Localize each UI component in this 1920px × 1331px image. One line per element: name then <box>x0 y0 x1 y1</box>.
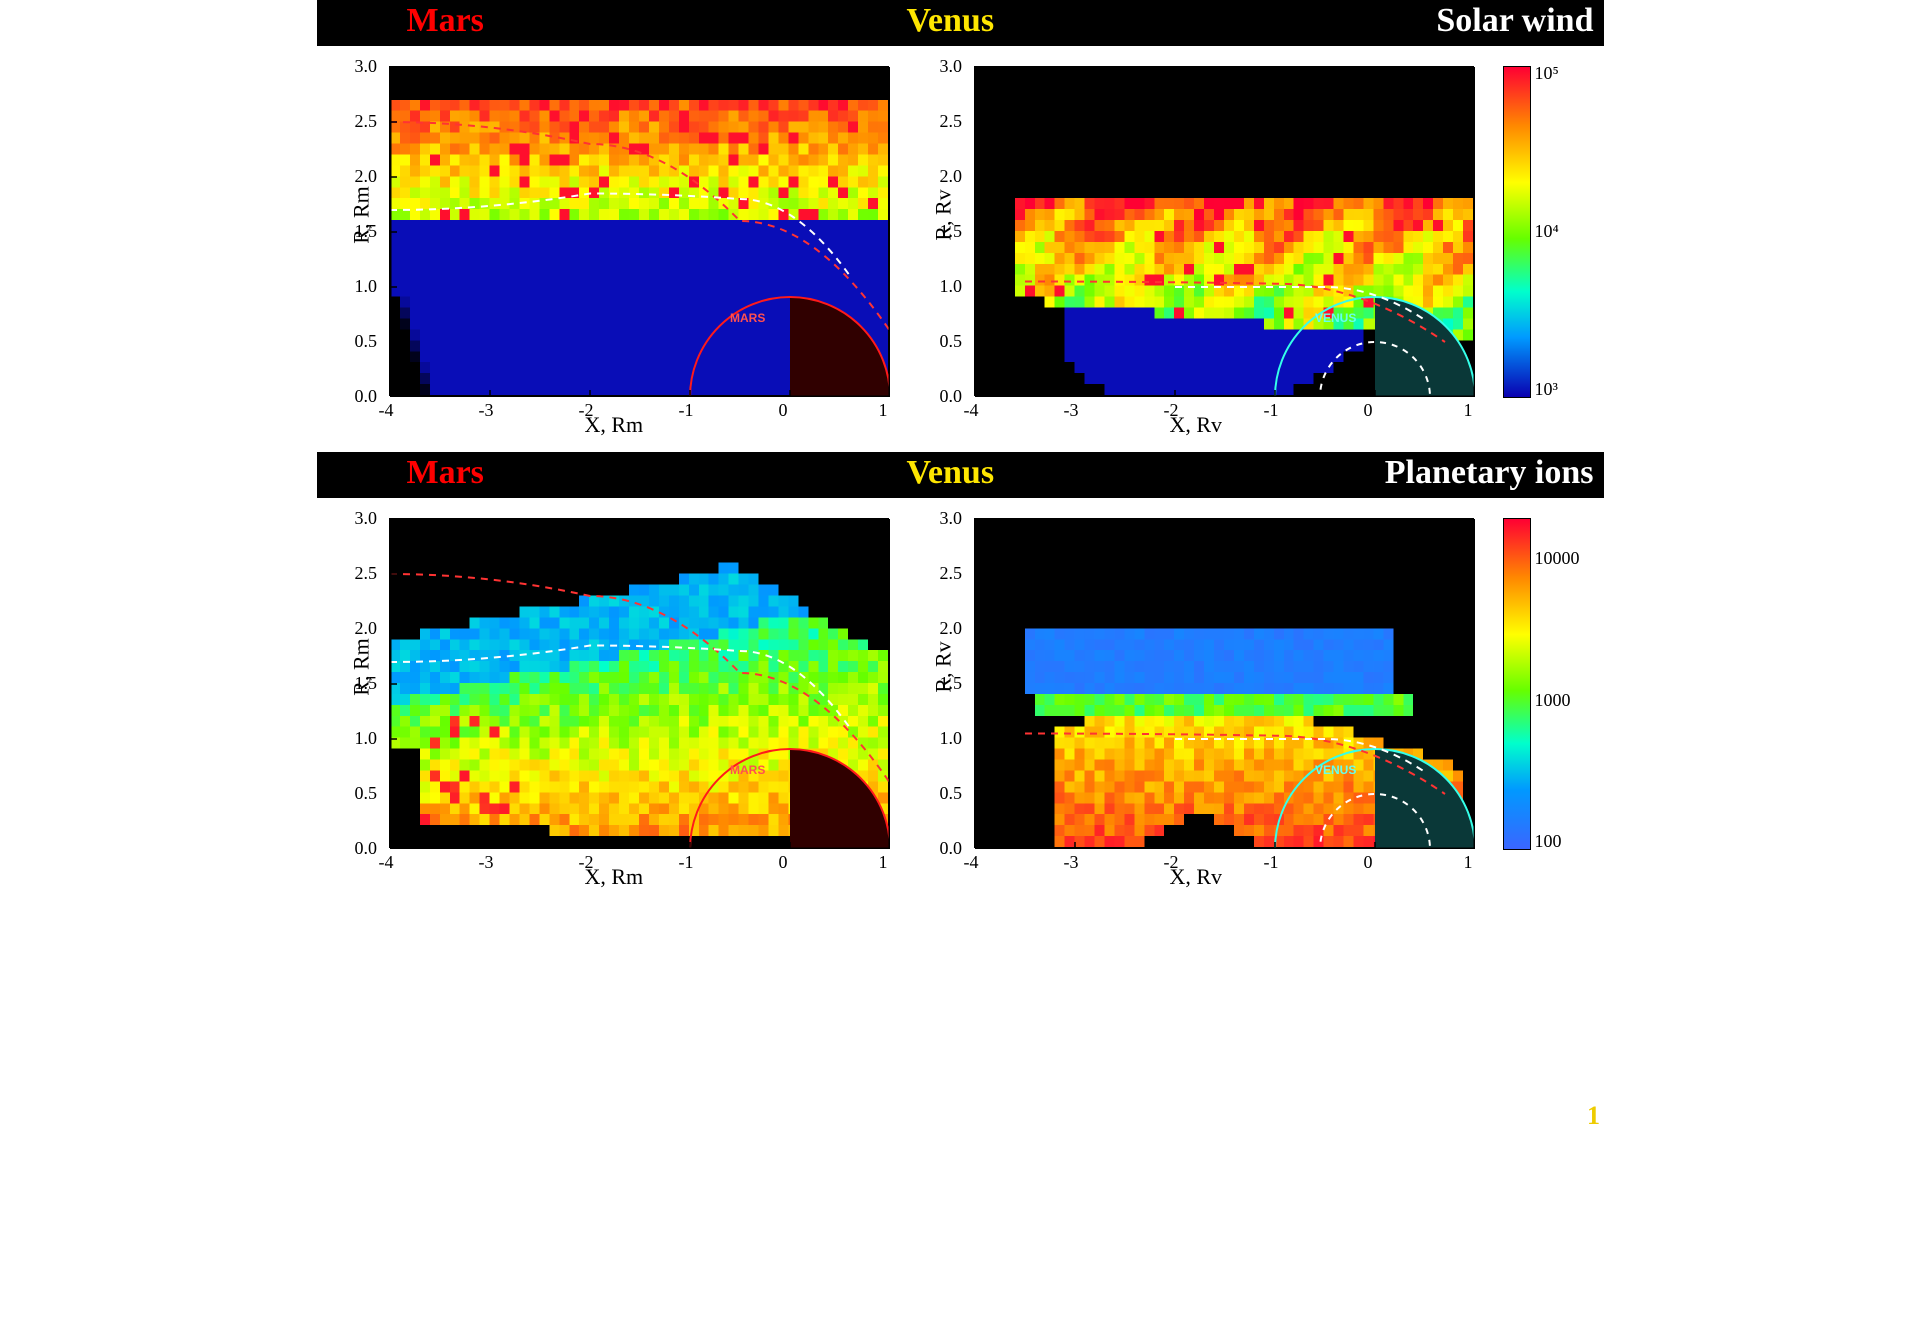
y-tick-label: 1.5 <box>940 221 963 242</box>
x-tick-label: 1 <box>1464 852 1473 873</box>
x-tick-label: -1 <box>679 400 694 421</box>
y-tick-label: 2.0 <box>355 166 378 187</box>
svg-text:MARS: MARS <box>730 763 765 777</box>
x-tick-label: 0 <box>779 400 788 421</box>
y-tick-label: 2.5 <box>940 111 963 132</box>
y-tick-label: 1.5 <box>940 673 963 694</box>
y-tick-label: 3.0 <box>355 508 378 529</box>
title-mars: Mars <box>407 454 484 492</box>
row-1: MarsVenusPlanetary ionsMARSR, RmX, Rm-4-… <box>317 452 1604 904</box>
x-tick-label: -4 <box>964 852 979 873</box>
colorbar-tick-label: 10000 <box>1535 548 1580 569</box>
y-tick-label: 0.5 <box>355 783 378 804</box>
x-tick-label: -2 <box>1164 400 1179 421</box>
y-tick-label: 1.0 <box>355 728 378 749</box>
x-tick-label: -4 <box>379 400 394 421</box>
y-tick-label: 0.0 <box>355 838 378 859</box>
svg-text:VENUS: VENUS <box>1315 311 1356 325</box>
x-tick-label: -4 <box>964 400 979 421</box>
overlay-svg: VENUS <box>975 519 1475 849</box>
colorbar: 10000 1000 100 <box>1495 504 1595 898</box>
imb-line <box>390 194 850 277</box>
y-tick-label: 2.5 <box>355 111 378 132</box>
colorbar-tick-label: 10³ <box>1535 379 1558 400</box>
row-type-label: Planetary ions <box>1385 454 1594 492</box>
chart-frame: VENUS <box>974 518 1474 848</box>
chart-panel-venus-ions: VENUSR, RvX, Rv-4-3-2-1010.00.51.01.52.0… <box>910 504 1485 898</box>
imb-line <box>390 646 850 729</box>
title-mars: Mars <box>407 2 484 40</box>
svg-text:MARS: MARS <box>730 311 765 325</box>
y-tick-label: 1.5 <box>355 673 378 694</box>
x-tick-label: -1 <box>1264 400 1279 421</box>
x-tick-label: 1 <box>879 400 888 421</box>
chart-panel-mars-ions: MARSR, RmX, Rm-4-3-2-1010.00.51.01.52.02… <box>325 504 900 898</box>
x-tick-label: 1 <box>879 852 888 873</box>
chart-frame: VENUS <box>974 66 1474 396</box>
row-0: MarsVenusSolar windMARSR, RmX, Rm-4-3-2-… <box>317 0 1604 452</box>
y-tick-label: 0.0 <box>940 386 963 407</box>
row-type-label: Solar wind <box>1436 2 1593 40</box>
row-header: Mars Venus Solar wind <box>317 0 1604 46</box>
x-tick-label: 0 <box>779 852 788 873</box>
y-tick-label: 1.0 <box>355 276 378 297</box>
x-tick-label: -1 <box>679 852 694 873</box>
overlay-svg: MARS <box>390 519 890 849</box>
figure: MarsVenusSolar windMARSR, RmX, Rm-4-3-2-… <box>317 0 1604 904</box>
chart-panel-mars-solarwind: MARSR, RmX, Rm-4-3-2-1010.00.51.01.52.02… <box>325 52 900 446</box>
y-tick-label: 0.5 <box>940 783 963 804</box>
overlay-svg: MARS <box>390 67 890 397</box>
colorbar-tick-label: 1000 <box>1535 690 1571 711</box>
x-tick-label: -3 <box>479 852 494 873</box>
chart-frame: MARS <box>389 518 889 848</box>
row-header: Mars Venus Planetary ions <box>317 452 1604 498</box>
panels-area: MARSR, RmX, Rm-4-3-2-1010.00.51.01.52.02… <box>317 498 1604 904</box>
x-tick-label: 1 <box>1464 400 1473 421</box>
y-tick-label: 3.0 <box>940 56 963 77</box>
y-tick-label: 3.0 <box>355 56 378 77</box>
y-tick-label: 3.0 <box>940 508 963 529</box>
x-tick-label: -3 <box>1064 852 1079 873</box>
y-tick-label: 2.0 <box>940 618 963 639</box>
y-tick-label: 0.5 <box>940 331 963 352</box>
x-tick-label: -1 <box>1264 852 1279 873</box>
y-tick-label: 0.5 <box>355 331 378 352</box>
panels-area: MARSR, RmX, Rm-4-3-2-1010.00.51.01.52.02… <box>317 46 1604 452</box>
y-tick-label: 0.0 <box>355 386 378 407</box>
colorbar-tick-label: 100 <box>1535 831 1562 852</box>
y-tick-label: 2.5 <box>940 563 963 584</box>
x-tick-label: -3 <box>479 400 494 421</box>
x-tick-label: -4 <box>379 852 394 873</box>
overlay-svg: VENUS <box>975 67 1475 397</box>
colorbar: 10⁵ 10⁴ 10³ <box>1495 52 1595 446</box>
chart-panel-venus-solarwind: VENUSR, RvX, Rv-4-3-2-1010.00.51.01.52.0… <box>910 52 1485 446</box>
x-tick-label: -3 <box>1064 400 1079 421</box>
colorbar-tick-label: 10⁵ <box>1535 63 1559 84</box>
chart-frame: MARS <box>389 66 889 396</box>
x-tick-label: 0 <box>1364 400 1373 421</box>
svg-text:VENUS: VENUS <box>1315 763 1356 777</box>
x-tick-label: -2 <box>579 852 594 873</box>
title-venus: Venus <box>907 2 995 40</box>
y-tick-label: 1.0 <box>940 276 963 297</box>
title-venus: Venus <box>907 454 995 492</box>
x-tick-label: -2 <box>1164 852 1179 873</box>
y-tick-label: 2.0 <box>355 618 378 639</box>
colorbar-gradient <box>1503 66 1531 398</box>
page-number: 1 <box>1587 1101 1600 1131</box>
x-tick-label: 0 <box>1364 852 1373 873</box>
y-tick-label: 0.0 <box>940 838 963 859</box>
colorbar-gradient <box>1503 518 1531 850</box>
x-tick-label: -2 <box>579 400 594 421</box>
y-tick-label: 2.0 <box>940 166 963 187</box>
y-tick-label: 1.5 <box>355 221 378 242</box>
colorbar-tick-label: 10⁴ <box>1535 221 1559 242</box>
y-tick-label: 2.5 <box>355 563 378 584</box>
y-tick-label: 1.0 <box>940 728 963 749</box>
